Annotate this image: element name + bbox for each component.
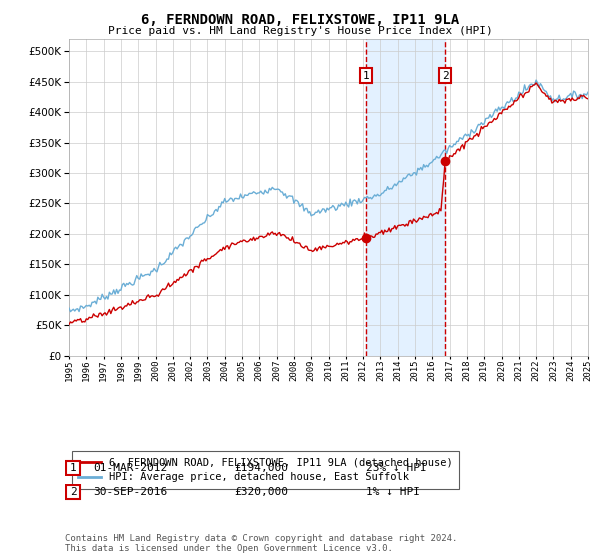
Text: 1: 1 <box>70 463 77 473</box>
Text: £194,000: £194,000 <box>234 463 288 473</box>
Text: 2: 2 <box>442 71 449 81</box>
Text: 30-SEP-2016: 30-SEP-2016 <box>93 487 167 497</box>
Text: 01-MAR-2012: 01-MAR-2012 <box>93 463 167 473</box>
Text: Contains HM Land Registry data © Crown copyright and database right 2024.
This d: Contains HM Land Registry data © Crown c… <box>65 534 457 553</box>
FancyBboxPatch shape <box>66 460 80 475</box>
FancyBboxPatch shape <box>66 485 80 500</box>
Legend: 6, FERNDOWN ROAD, FELIXSTOWE, IP11 9LA (detached house), HPI: Average price, det: 6, FERNDOWN ROAD, FELIXSTOWE, IP11 9LA (… <box>71 451 459 489</box>
Bar <box>366 39 445 356</box>
Text: 2: 2 <box>70 487 77 497</box>
Text: 6, FERNDOWN ROAD, FELIXSTOWE, IP11 9LA: 6, FERNDOWN ROAD, FELIXSTOWE, IP11 9LA <box>141 13 459 27</box>
Text: 1: 1 <box>362 71 370 81</box>
Text: 1% ↓ HPI: 1% ↓ HPI <box>366 487 420 497</box>
Text: 23% ↓ HPI: 23% ↓ HPI <box>366 463 427 473</box>
Text: £320,000: £320,000 <box>234 487 288 497</box>
Text: Price paid vs. HM Land Registry's House Price Index (HPI): Price paid vs. HM Land Registry's House … <box>107 26 493 36</box>
